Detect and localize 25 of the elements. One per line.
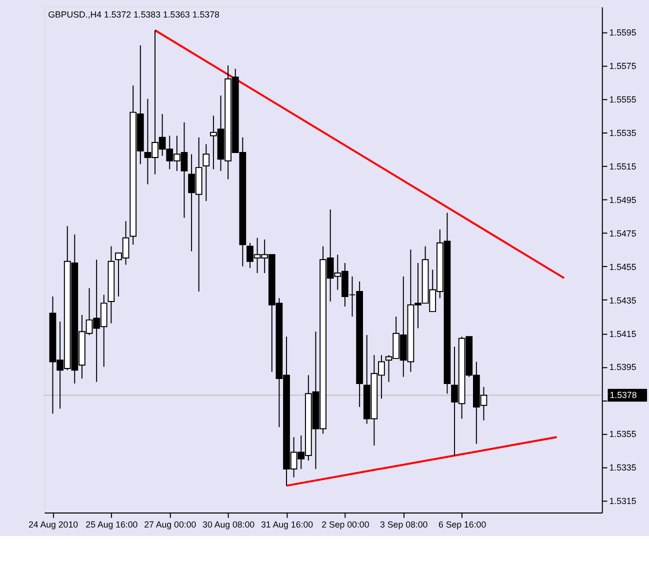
ref-line-label: 1.5378 (610, 390, 637, 400)
y-tick-label: 1.5455 (609, 262, 636, 272)
y-tick-label: 1.5535 (609, 128, 636, 138)
x-tick-label: 6 Sep 16:00 (438, 520, 486, 530)
y-tick-label: 1.5495 (609, 194, 636, 205)
y-tick-label: 1.5395 (609, 362, 636, 372)
x-tick-label: 2 Sep 00:00 (322, 520, 370, 530)
x-tick-label: 31 Aug 16:00 (260, 520, 314, 530)
y-tick-label: 1.5435 (609, 295, 636, 306)
y-tick-label: 1.5355 (609, 429, 636, 440)
x-tick-label: 24 Aug 2010 (28, 520, 78, 530)
y-tick-label: 1.5555 (609, 94, 636, 104)
chart-title: GBPUSD.,H4 1.5372 1.5383 1.5363 1.5378 (48, 10, 220, 20)
x-tick-label: 25 Aug 16:00 (86, 520, 138, 530)
y-tick-label: 1.5595 (609, 27, 636, 38)
x-tick-label: 30 Aug 08:00 (202, 520, 255, 530)
x-tick-label: 3 Sep 08:00 (380, 520, 428, 530)
y-tick-label: 1.5575 (609, 60, 636, 71)
y-tick-label: 1.5475 (609, 228, 636, 238)
candlestick (202, 144, 210, 202)
y-tick-label: 1.5415 (609, 328, 636, 339)
x-tick-label: 27 Aug 00:00 (144, 520, 196, 530)
y-tick-label: 1.5515 (609, 161, 636, 172)
y-tick-label: 1.5315 (609, 496, 636, 506)
y-tick-label: 1.5335 (609, 462, 636, 473)
